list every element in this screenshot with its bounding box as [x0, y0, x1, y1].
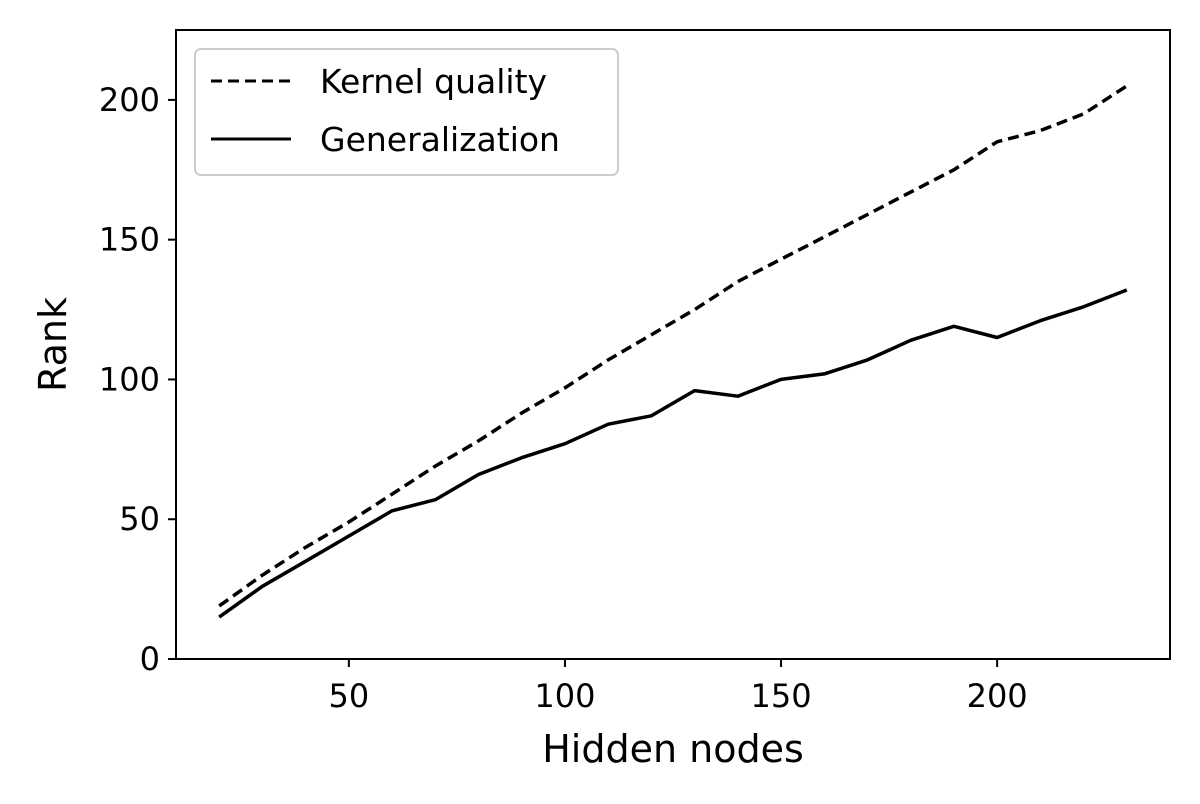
series-layer [218, 84, 1128, 619]
y-tick-label: 100 [99, 360, 160, 398]
x-tick-label: 50 [329, 677, 370, 715]
series-line-generalization [218, 288, 1128, 619]
y-tick-label: 50 [119, 500, 160, 538]
y-axis-label: Rank [31, 297, 75, 392]
legend-label-kernel-quality: Kernel quality [320, 62, 547, 101]
y-tick-label: 150 [99, 221, 160, 259]
x-tick-label: 150 [751, 677, 812, 715]
y-axis-ticks: 0 50 100 150 200 [99, 81, 176, 678]
x-axis-ticks: 50 100 150 200 [329, 659, 1028, 715]
series-line-kernel-quality [218, 84, 1128, 608]
y-tick-label: 0 [140, 640, 160, 678]
x-tick-label: 100 [534, 677, 595, 715]
legend-label-generalization: Generalization [320, 120, 560, 159]
legend-box [194, 48, 619, 176]
x-tick-label: 200 [967, 677, 1028, 715]
x-axis-label: Hidden nodes [542, 727, 804, 771]
legend: Kernel quality Generalization [194, 48, 619, 176]
plot-frame [175, 29, 1171, 660]
y-tick-label: 200 [99, 81, 160, 119]
